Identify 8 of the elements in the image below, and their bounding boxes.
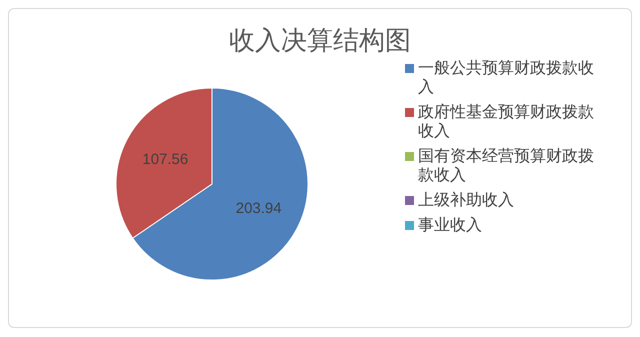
legend-label: 事业收入	[418, 216, 483, 235]
data-label: 203.94	[236, 200, 282, 218]
legend-label: 国有资本经营预算财政拨款收入	[418, 147, 595, 185]
chart-title: 收入决算结构图	[228, 24, 412, 57]
legend-label: 一般公共预算财政拨款收入	[418, 59, 595, 97]
legend-label: 政府性基金预算财政拨款收入	[418, 103, 595, 141]
data-label: 107.56	[142, 150, 188, 168]
legend-label: 上级补助收入	[418, 191, 515, 210]
